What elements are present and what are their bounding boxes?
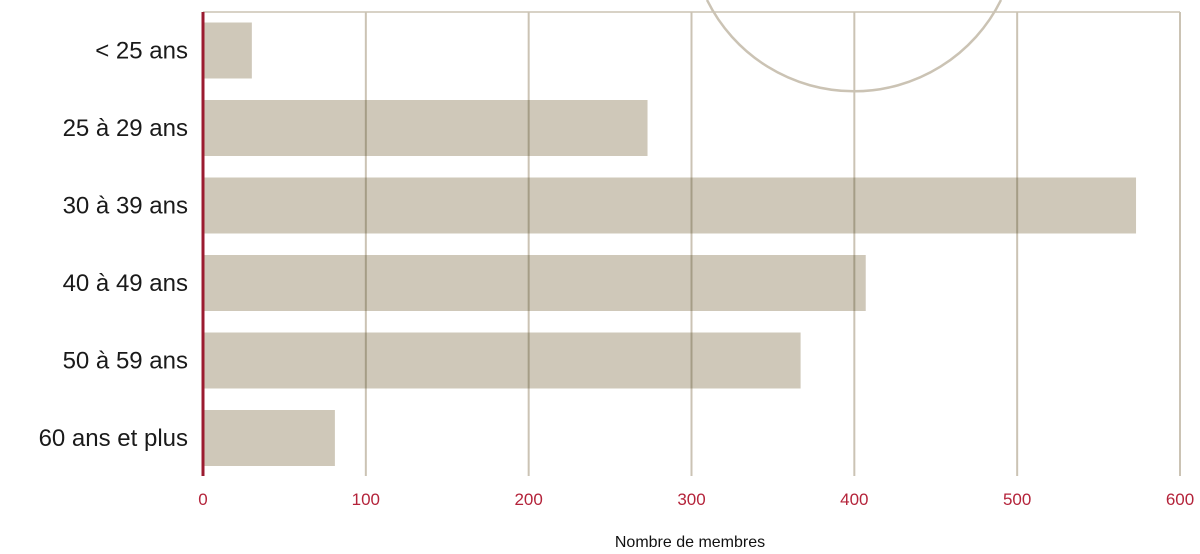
bar [203, 332, 801, 389]
bar-grid-overlap [364, 177, 367, 234]
bar-grid-overlap [527, 332, 530, 389]
bar-grid-overlap [527, 177, 530, 234]
grid-overlaps [364, 100, 1019, 389]
category-label: 30 à 39 ans [63, 193, 188, 220]
x-tick-label: 400 [840, 490, 868, 509]
gridlines [203, 11, 1181, 476]
x-tick-labels: 0 100 200 300 400 500 600 [198, 490, 1194, 509]
bar-grid-overlap [527, 255, 530, 311]
x-tick-label: 200 [514, 490, 542, 509]
bar-grid-overlap [364, 255, 367, 311]
bar-grid-overlap [853, 177, 856, 234]
bar [203, 22, 252, 79]
x-tick-label: 600 [1166, 490, 1194, 509]
x-tick-label: 0 [198, 490, 207, 509]
bar [203, 177, 1137, 234]
bar-grid-overlap [690, 177, 693, 234]
category-label: 50 à 59 ans [63, 348, 188, 375]
bar-grid-overlap [690, 332, 693, 389]
bar [203, 255, 866, 311]
decorative-circle-arc [705, 0, 1003, 93]
x-axis-title: Nombre de membres [615, 534, 765, 551]
bar-grid-overlap [853, 255, 856, 311]
bar-grid-overlap [527, 100, 530, 156]
bar [203, 410, 335, 466]
bar-grid-overlap [364, 100, 367, 156]
x-tick-label: 500 [1003, 490, 1031, 509]
category-label: 25 à 29 ans [63, 115, 188, 142]
category-label: 40 à 49 ans [63, 270, 188, 297]
bar-grid-overlap [364, 332, 367, 389]
category-label: 60 ans et plus [39, 425, 188, 452]
x-tick-label: 300 [677, 490, 705, 509]
bars [203, 22, 1137, 466]
category-label: < 25 ans [95, 38, 188, 65]
category-labels: < 25 ans 25 à 29 ans 30 à 39 ans 40 à 49 an… [39, 38, 188, 453]
bar [203, 100, 648, 156]
bar-grid-overlap [1016, 177, 1019, 234]
x-tick-label: 100 [352, 490, 380, 509]
bar-grid-overlap [690, 255, 693, 311]
